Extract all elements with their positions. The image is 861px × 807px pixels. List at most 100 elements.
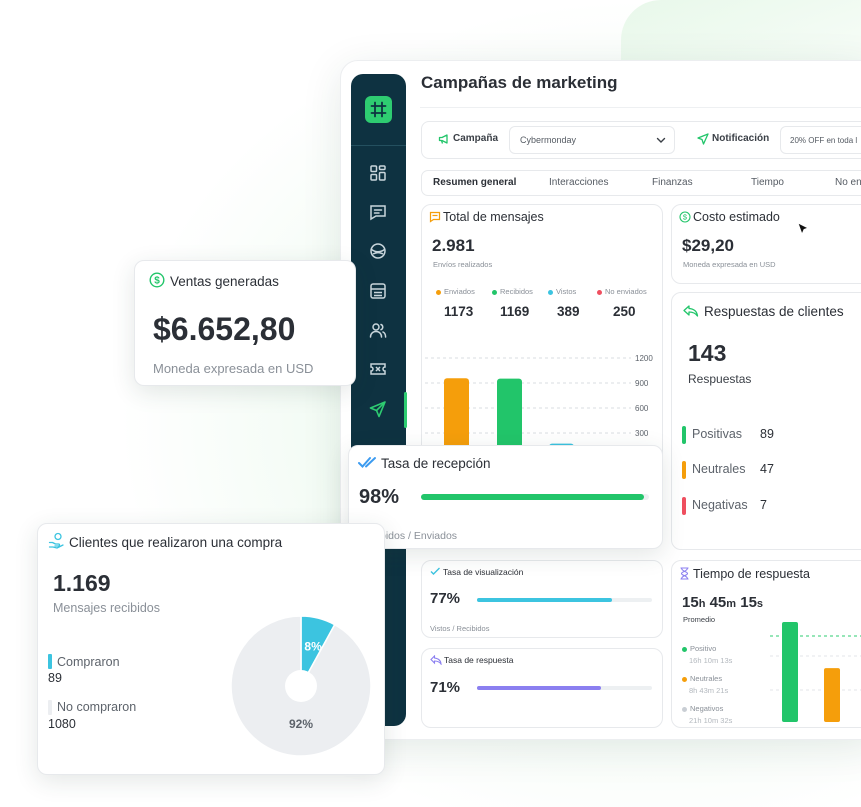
minutes-unit: m [726,598,737,610]
positivas-value: 89 [760,427,774,441]
costo-title: Costo estimado [693,210,780,224]
paper-plane-icon [697,133,709,145]
tiempo-neutrales-time: 8h 43m 21s [689,686,729,695]
svg-text:$: $ [683,213,688,222]
respuestas-value: 143 [688,340,727,366]
tab-interacciones[interactable]: Interacciones [549,177,609,188]
legend-dot [492,289,497,295]
campaign-label: Campaña [453,133,499,144]
hours-value: 15 [682,594,699,611]
megaphone-icon [438,134,448,144]
frame-icon [370,101,387,118]
hours-unit: h [698,598,706,610]
app-logo[interactable] [365,96,392,123]
tiempo-positivo-time: 16h 10m 13s [689,656,733,665]
compraron-marker [48,654,52,669]
reply-icon [683,305,699,317]
legend-dot [682,706,687,712]
messages-bar-chart: 1200 900 600 300 [425,354,653,460]
pie-center [285,670,317,702]
legend-dot [597,289,602,295]
notification-label: Notificación [712,133,770,144]
neutrales-marker [682,461,686,479]
ventas-value: $6.652,80 [153,311,296,347]
no-enviados-value: 250 [613,304,636,319]
ticket-icon[interactable] [368,359,388,379]
y-tick-label: 900 [635,379,649,388]
tab-resumen-general[interactable]: Resumen general [433,177,517,188]
response-time-bar-chart [770,622,861,722]
tab-bar [421,170,861,196]
tiempo-respuesta-title-text: Tiempo de respuesta [693,567,810,581]
dashboard-icon[interactable] [368,163,388,183]
y-tick-label: 600 [635,404,649,413]
title-divider [420,107,861,108]
tasa-recepcion-value: 98% [359,486,400,508]
tiempo-respuesta-subtitle: Promedio [683,615,716,624]
tiempo-negativos-time: 21h 10m 32s [689,716,733,725]
legend-vistos: Vistos [548,287,576,296]
ventas-card [134,260,356,386]
notification-select-value: 20% OFF en toda l [790,136,858,145]
clientes-subtitle: Mensajes recibidos [53,601,160,615]
tiempo-neutrales: Neutrales [682,674,722,683]
tiempo-neutrales-label: Neutrales [690,674,723,683]
positivas-label: Positivas [692,427,743,441]
list-icon[interactable] [368,281,388,301]
total-mensajes-title: Total de mensajes [443,210,544,224]
double-check-icon [358,457,376,468]
seconds-unit: s [756,598,764,610]
users-icon[interactable] [368,320,388,340]
campaign-select[interactable]: Cybermonday [509,126,675,154]
clientes-title: Clientes que realizaron una compra [69,535,283,550]
y-tick-label: 300 [635,429,649,438]
tiempo-negativos: Negativos [682,704,723,713]
svg-text:$: $ [154,276,160,287]
tasa-respuesta-title: Tasa de respuesta [444,655,514,665]
pie-label-1: 92% [289,717,313,731]
ventas-title: Ventas generadas [170,274,279,289]
costo-value: $29,20 [682,236,734,255]
tab-finanzas[interactable]: Finanzas [652,177,693,188]
legend-no-enviados: No enviados [597,287,647,296]
tab-no-enviados[interactable]: No en [835,177,861,188]
no-compraron-marker [48,700,52,715]
time-bar-positivo [782,622,798,722]
sidebar-active-indicator [404,392,407,428]
legend-dot [682,676,687,682]
minutes-value: 45 [709,594,727,611]
enviados-value: 1173 [444,304,474,319]
compraron-label: Compraron [57,655,120,669]
vistos-value: 389 [557,304,580,319]
legend-dot [548,289,553,295]
chevron-down-icon [656,137,666,143]
negativas-marker [682,497,686,515]
tiempo-negativos-label: Negativos [690,704,724,713]
tab-tiempo[interactable]: Tiempo [751,177,784,188]
legend-no-enviados-label: No enviados [605,287,647,296]
y-tick-label: 1200 [635,354,653,363]
tasa-respuesta-value: 71% [430,679,461,696]
ventas-subtitle: Moneda expresada en USD [153,361,314,376]
positivas-marker [682,426,686,444]
message-icon [429,211,441,223]
chat-icon[interactable] [368,202,388,222]
respuestas-title: Respuestas de clientes [704,304,844,319]
neutrales-label: Neutrales [692,462,746,476]
legend-enviados: Enviados [436,287,475,296]
sidebar-separator [351,145,406,146]
total-mensajes-value: 2.981 [432,236,475,255]
hourglass-icon [680,567,689,580]
tasa-visualizacion-subtitle: Vistos / Recibidos [430,624,490,633]
dollar-circle-icon: $ [679,211,691,223]
broadcast-icon[interactable] [368,241,388,261]
respuestas-subtitle: Respuestas [688,372,752,386]
negativas-value: 7 [760,498,767,512]
bar-recibidos [497,378,522,460]
tasa-recepcion-fill [421,494,645,500]
tasa-visualizacion-title: Tasa de visualización [443,567,524,577]
notification-select[interactable]: 20% OFF en toda l [780,126,861,154]
no-compraron-value: 1080 [48,717,76,731]
tiempo-respuesta-value: 15h 45m 15s [682,594,763,611]
send-icon[interactable] [368,399,388,419]
